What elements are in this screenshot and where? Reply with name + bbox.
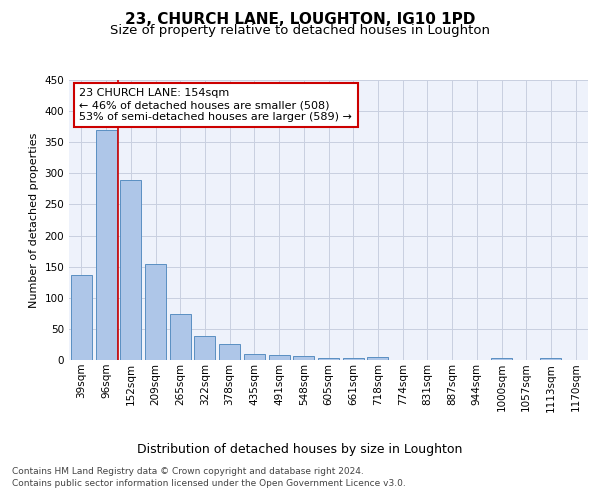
Bar: [318, 358, 339, 360]
Bar: [120, 180, 141, 360]
Text: 23, CHURCH LANE, LOUGHTON, IG10 1PD: 23, CHURCH LANE, LOUGHTON, IG10 1PD: [125, 12, 475, 28]
Bar: [194, 336, 215, 360]
Bar: [145, 264, 166, 360]
Bar: [170, 314, 191, 360]
Bar: [367, 357, 388, 360]
Bar: [244, 354, 265, 360]
Bar: [293, 356, 314, 360]
Bar: [95, 130, 116, 360]
Bar: [71, 275, 92, 360]
Y-axis label: Number of detached properties: Number of detached properties: [29, 132, 39, 308]
Bar: [269, 355, 290, 360]
Text: Distribution of detached houses by size in Loughton: Distribution of detached houses by size …: [137, 442, 463, 456]
Bar: [343, 358, 364, 360]
Text: Size of property relative to detached houses in Loughton: Size of property relative to detached ho…: [110, 24, 490, 37]
Text: Contains public sector information licensed under the Open Government Licence v3: Contains public sector information licen…: [12, 479, 406, 488]
Bar: [491, 358, 512, 360]
Text: 23 CHURCH LANE: 154sqm
← 46% of detached houses are smaller (508)
53% of semi-de: 23 CHURCH LANE: 154sqm ← 46% of detached…: [79, 88, 352, 122]
Text: Contains HM Land Registry data © Crown copyright and database right 2024.: Contains HM Land Registry data © Crown c…: [12, 468, 364, 476]
Bar: [541, 358, 562, 360]
Bar: [219, 344, 240, 360]
